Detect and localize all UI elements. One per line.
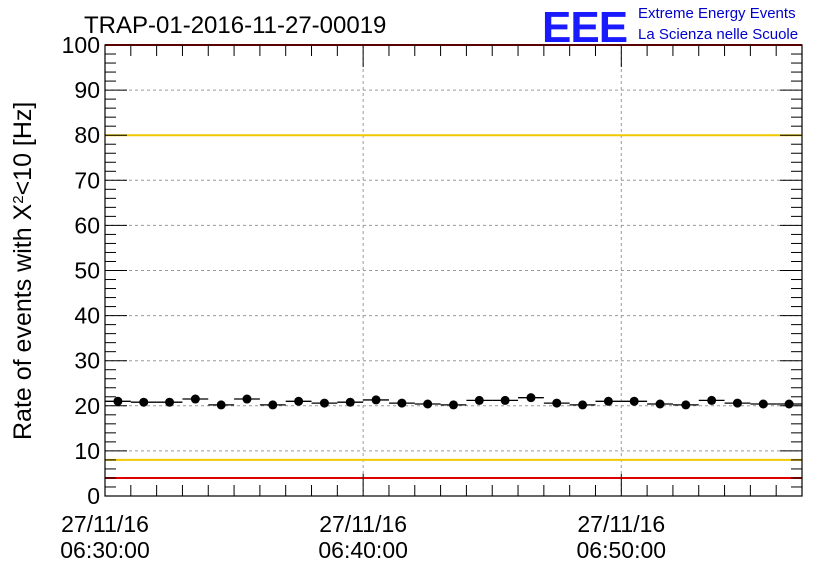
x-tick-label-date: 27/11/16 [577, 511, 665, 537]
data-point [397, 398, 407, 408]
y-tick-label: 40 [74, 303, 100, 329]
plot-frame [104, 44, 803, 497]
data-point [603, 396, 613, 406]
y-tick-label: 90 [74, 77, 100, 103]
y-tick-label: 80 [74, 122, 100, 148]
data-point [552, 398, 562, 408]
data-point [681, 400, 691, 410]
y-axis-label: Rate of events with X2<10 [Hz] [9, 102, 37, 440]
data-point [707, 395, 717, 405]
x-tick-label-time: 06:30:00 [60, 537, 150, 563]
y-axis-label-sup: 2 [10, 195, 27, 203]
data-point [449, 400, 458, 410]
logo-line-1: Extreme Energy Events [638, 5, 796, 22]
data-point [500, 395, 510, 405]
y-tick-label: 50 [74, 258, 100, 284]
data-point [268, 400, 278, 410]
grid [105, 45, 802, 496]
y-tick-label: 0 [87, 483, 100, 509]
data-point [578, 400, 588, 410]
reference-lines [105, 44, 802, 479]
x-tick-label-date: 27/11/16 [61, 511, 149, 537]
data-point [784, 399, 794, 409]
data-point [526, 393, 536, 403]
axes [104, 44, 803, 497]
data-point [319, 398, 329, 408]
y-tick-label: 70 [74, 167, 100, 193]
data-point [190, 394, 200, 404]
logo-line-2: La Scienza nelle Scuole [638, 26, 798, 43]
data-point [139, 397, 149, 407]
data-point [113, 396, 123, 406]
data-point [474, 395, 484, 405]
y-axis-label-tail: <10 [Hz] [9, 102, 37, 196]
data-point [294, 396, 304, 406]
x-tick-labels: 27/11/1606:30:0027/11/1606:40:0027/11/16… [60, 511, 666, 563]
data-point [732, 398, 742, 408]
data-points [105, 393, 802, 410]
data-point [216, 400, 226, 410]
chart-title: TRAP-01-2016-11-27-00019 [84, 12, 386, 39]
data-point [758, 399, 768, 409]
x-tick-label-time: 06:40:00 [318, 537, 408, 563]
data-point [165, 397, 175, 407]
data-point [629, 396, 639, 406]
data-point [655, 399, 665, 409]
y-tick-label: 100 [62, 32, 100, 58]
y-axis-label-main: Rate of events with X [9, 203, 37, 440]
data-point [242, 394, 252, 404]
y-tick-label: 20 [74, 393, 100, 419]
x-tick-label-date: 27/11/16 [319, 511, 407, 537]
eee-logo: EEE Extreme Energy Events La Scienza nel… [542, 3, 798, 52]
data-point [371, 395, 381, 405]
y-tick-label: 60 [74, 212, 100, 238]
x-tick-label-time: 06:50:00 [577, 537, 667, 563]
y-tick-labels: 0 10 20 30 40 50 60 70 80 90 100 [62, 32, 100, 509]
y-tick-label: 10 [74, 438, 100, 464]
y-tick-label: 30 [74, 348, 100, 374]
data-point [345, 397, 355, 407]
data-point [423, 399, 433, 409]
logo-letters: EEE [542, 3, 627, 52]
